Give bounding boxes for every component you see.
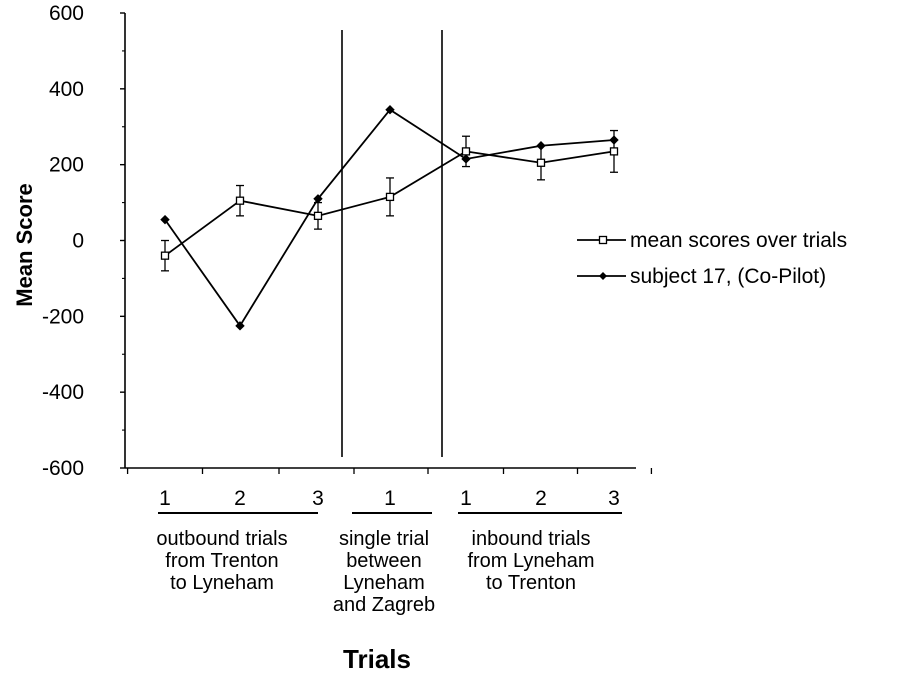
legend-item: subject 17, (Co-Pilot) [577,265,826,288]
group-label-line: single trial [339,528,429,550]
series-line [164,108,615,328]
legend-item: mean scores over trials [577,229,847,252]
x-tick-label: 1 [159,487,171,510]
data-point [385,192,395,202]
data-point [609,135,619,145]
data-point [461,147,471,156]
trial-phase-dividers [341,30,443,457]
legend-marker [598,235,608,245]
legend-label: subject 17, (Co-Pilot) [630,265,826,288]
x-tick-label: 2 [535,487,547,510]
group-label-line: from Lyneham [467,550,594,572]
y-tick-label: -600 [42,457,84,480]
data-point [235,196,245,205]
data-point [160,214,170,225]
data-point [385,104,395,115]
group-label-line: inbound trials [472,528,591,550]
data-point [536,158,546,167]
group-label-line: to Lyneham [170,572,274,594]
x-tick-label: 1 [384,487,396,510]
x-tick-label: 1 [460,487,472,510]
group-label-line: and Zagreb [333,594,435,616]
y-tick-label: 0 [72,230,84,253]
group-label-line: to Trenton [486,572,576,594]
x-axis-title: Trials [343,644,411,674]
x-tick-label: 3 [312,487,324,510]
legend: mean scores over trials subject 17, (Co-P… [577,229,847,288]
axes: 600 400 200 0 -200 -400 -600 1 2 3 1 1 2 3 [42,2,653,510]
x-tick-label: 3 [608,487,620,510]
data-point [536,141,546,151]
y-tick-label: -400 [42,381,84,404]
y-tick-label: -200 [42,305,84,328]
series-mean-scores [160,129,619,272]
legend-label: mean scores over trials [630,229,847,252]
group-label-line: Lyneham [343,572,425,594]
group-label-line: between [346,550,422,572]
y-tick-label: 400 [49,78,84,101]
group-label-line: outbound trials [156,528,287,550]
legend-marker [599,272,607,280]
series-subject-17 [160,104,619,331]
group-label-line: from Trenton [165,550,278,572]
y-tick-label: 200 [49,154,84,177]
data-point [313,211,323,221]
data-point [313,194,323,204]
y-tick-label: 600 [49,2,84,25]
y-axis-title: Mean Score [12,183,37,307]
data-point [160,251,170,260]
data-point [235,321,245,331]
data-point [609,147,619,156]
data-point [461,154,471,164]
series [160,104,619,331]
x-tick-label: 2 [234,487,246,510]
